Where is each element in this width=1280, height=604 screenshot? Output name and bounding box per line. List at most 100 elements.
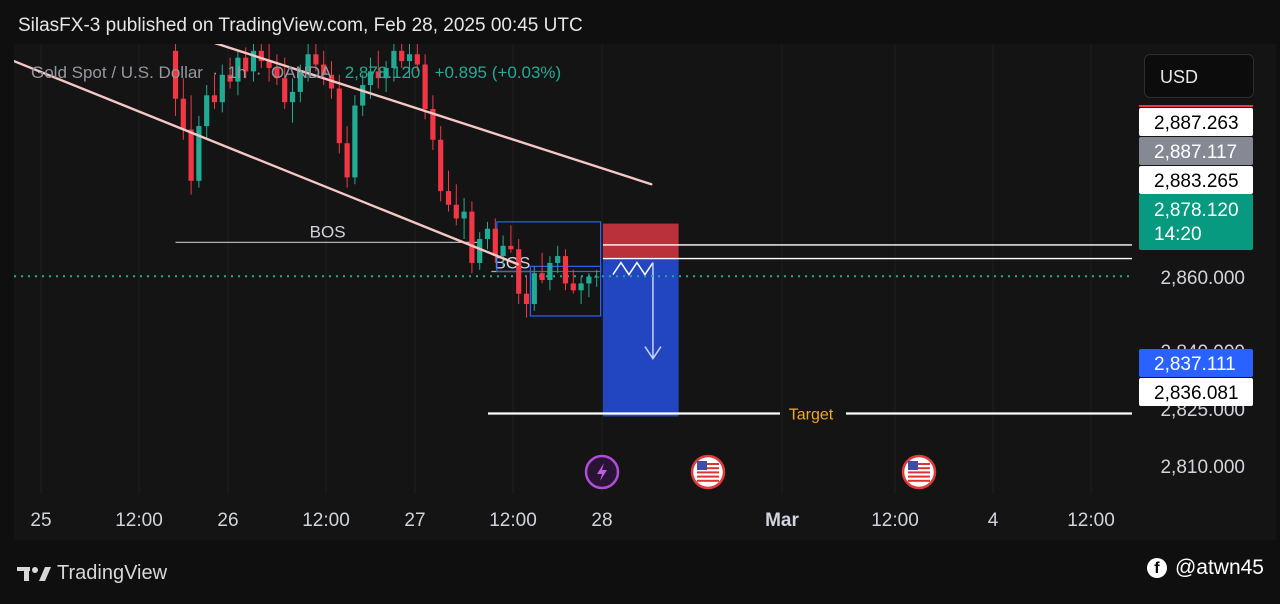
candle-body — [469, 211, 475, 263]
projection-path — [612, 261, 654, 276]
price-label: 2,887.263 — [1154, 113, 1239, 134]
x-axis-tick-label: 12:00 — [115, 510, 163, 531]
candle-body — [500, 245, 506, 257]
price-label: 2,878.120 — [1154, 200, 1239, 221]
price-label: 2,887.117 — [1154, 142, 1237, 163]
tradingview-logo-icon — [17, 566, 51, 581]
candle-body — [508, 245, 514, 250]
symbol-legend: Gold Spot / U.S. Dollar · 1h · OANDA 2,8… — [31, 63, 562, 82]
flag-stripe — [697, 471, 719, 474]
x-axis-tick-label: 12:00 — [1067, 510, 1115, 531]
candle-body — [297, 71, 303, 92]
take-profit-zone — [602, 258, 679, 417]
flag-stripe — [908, 471, 930, 474]
candle-body — [453, 204, 459, 219]
candle-body — [414, 54, 420, 65]
candle-body — [562, 256, 569, 284]
author-handle[interactable]: f @atwn45 — [1146, 556, 1264, 580]
flag-canton — [697, 461, 707, 470]
y-axis-tick-label: 2,810.000 — [1160, 457, 1245, 478]
flag-stripe — [908, 467, 930, 470]
candle-body — [289, 91, 296, 103]
y-axis-tick-label: 2,860.000 — [1160, 268, 1245, 289]
candle-body — [282, 78, 288, 103]
candle-body — [516, 249, 522, 294]
candle-body — [219, 74, 225, 103]
price-label: 2,883.265 — [1154, 171, 1239, 192]
price-label-box — [1139, 194, 1253, 250]
flag-canton — [908, 461, 918, 470]
price-label-box — [1139, 378, 1253, 406]
symbol-change: +0.895 (+0.03%) — [434, 63, 562, 82]
candle-body — [305, 54, 311, 72]
x-axis-tick-label: 25 — [30, 510, 51, 531]
candle-body — [445, 191, 452, 205]
x-axis-tick-label: 27 — [404, 510, 425, 531]
x-axis-tick-label: 26 — [217, 510, 238, 531]
flag-stripe — [908, 463, 930, 465]
price-label-box — [1139, 137, 1253, 165]
price-label-box — [1139, 108, 1253, 136]
trendline — [14, 59, 520, 266]
candle-body — [586, 276, 592, 284]
price-label: 2,836.081 — [1154, 383, 1239, 404]
candle-body — [477, 238, 483, 263]
x-axis-tick-label: 12:00 — [489, 510, 537, 531]
candle-body — [531, 273, 537, 304]
candle-body — [313, 54, 319, 65]
candle-body — [227, 74, 233, 82]
flag-stripe — [697, 475, 719, 478]
candle-body — [321, 64, 327, 75]
candle-body — [406, 54, 413, 62]
candle-body — [484, 228, 491, 239]
candle-body — [555, 256, 561, 263]
candle-body — [258, 50, 264, 62]
candle-body — [492, 228, 498, 257]
chart-area[interactable]: 25 12:00 26 12:00 27 12:00 28 Mar 12:00 4 12:00 2,8… — [14, 44, 1276, 540]
candle-body — [243, 57, 249, 72]
x-axis-tick-label: Mar — [765, 510, 799, 531]
currency-button[interactable]: USD — [1144, 54, 1254, 98]
candle-body — [438, 139, 444, 192]
target-label: Target — [789, 406, 834, 423]
candle-body — [594, 276, 600, 278]
price-chart[interactable]: 25 12:00 26 12:00 27 12:00 28 Mar 12:00 4 12:00 2,8… — [14, 44, 1276, 540]
symbol-last-price: 2,878.120 — [344, 63, 421, 82]
tradingview-logo[interactable]: TradingView — [17, 562, 167, 585]
flag-stripe — [697, 479, 719, 482]
candle-body — [172, 50, 179, 99]
candle-body — [383, 67, 389, 79]
candle-body — [461, 211, 467, 219]
flag-stripe — [908, 479, 930, 482]
candle-body — [344, 143, 350, 178]
publisher-line: SilasFX-3 published on TradingView.com, … — [18, 15, 583, 36]
candle-body — [196, 126, 202, 181]
candle-body — [188, 129, 194, 181]
facebook-icon: f — [1146, 558, 1167, 578]
candle-body — [336, 88, 342, 144]
flag-stripe — [697, 463, 719, 465]
candle-body — [235, 57, 241, 82]
trendline — [213, 44, 653, 186]
flag-stripe — [908, 475, 930, 478]
candle-body — [211, 95, 218, 103]
brand-label: TradingView — [57, 562, 168, 584]
symbol-broker: OANDA — [271, 63, 331, 82]
candle-body — [578, 283, 584, 291]
price-label: 2,837.111 — [1154, 354, 1236, 375]
candle-body — [570, 283, 576, 291]
symbol-interval: 1h — [227, 63, 247, 82]
flag-stripe — [697, 467, 719, 470]
author-handle-text: @atwn45 — [1174, 556, 1264, 579]
candle-body — [360, 85, 366, 106]
candle-body — [539, 273, 545, 281]
candle-body — [352, 105, 358, 178]
candle-body — [422, 64, 428, 109]
candle-body — [523, 293, 530, 304]
candle-body — [375, 71, 381, 79]
lightning-glyph — [597, 463, 607, 481]
candle-body — [204, 95, 210, 127]
price-label-countdown: 14:20 — [1154, 224, 1202, 245]
candle-body — [391, 50, 397, 68]
candle-body — [250, 50, 257, 72]
